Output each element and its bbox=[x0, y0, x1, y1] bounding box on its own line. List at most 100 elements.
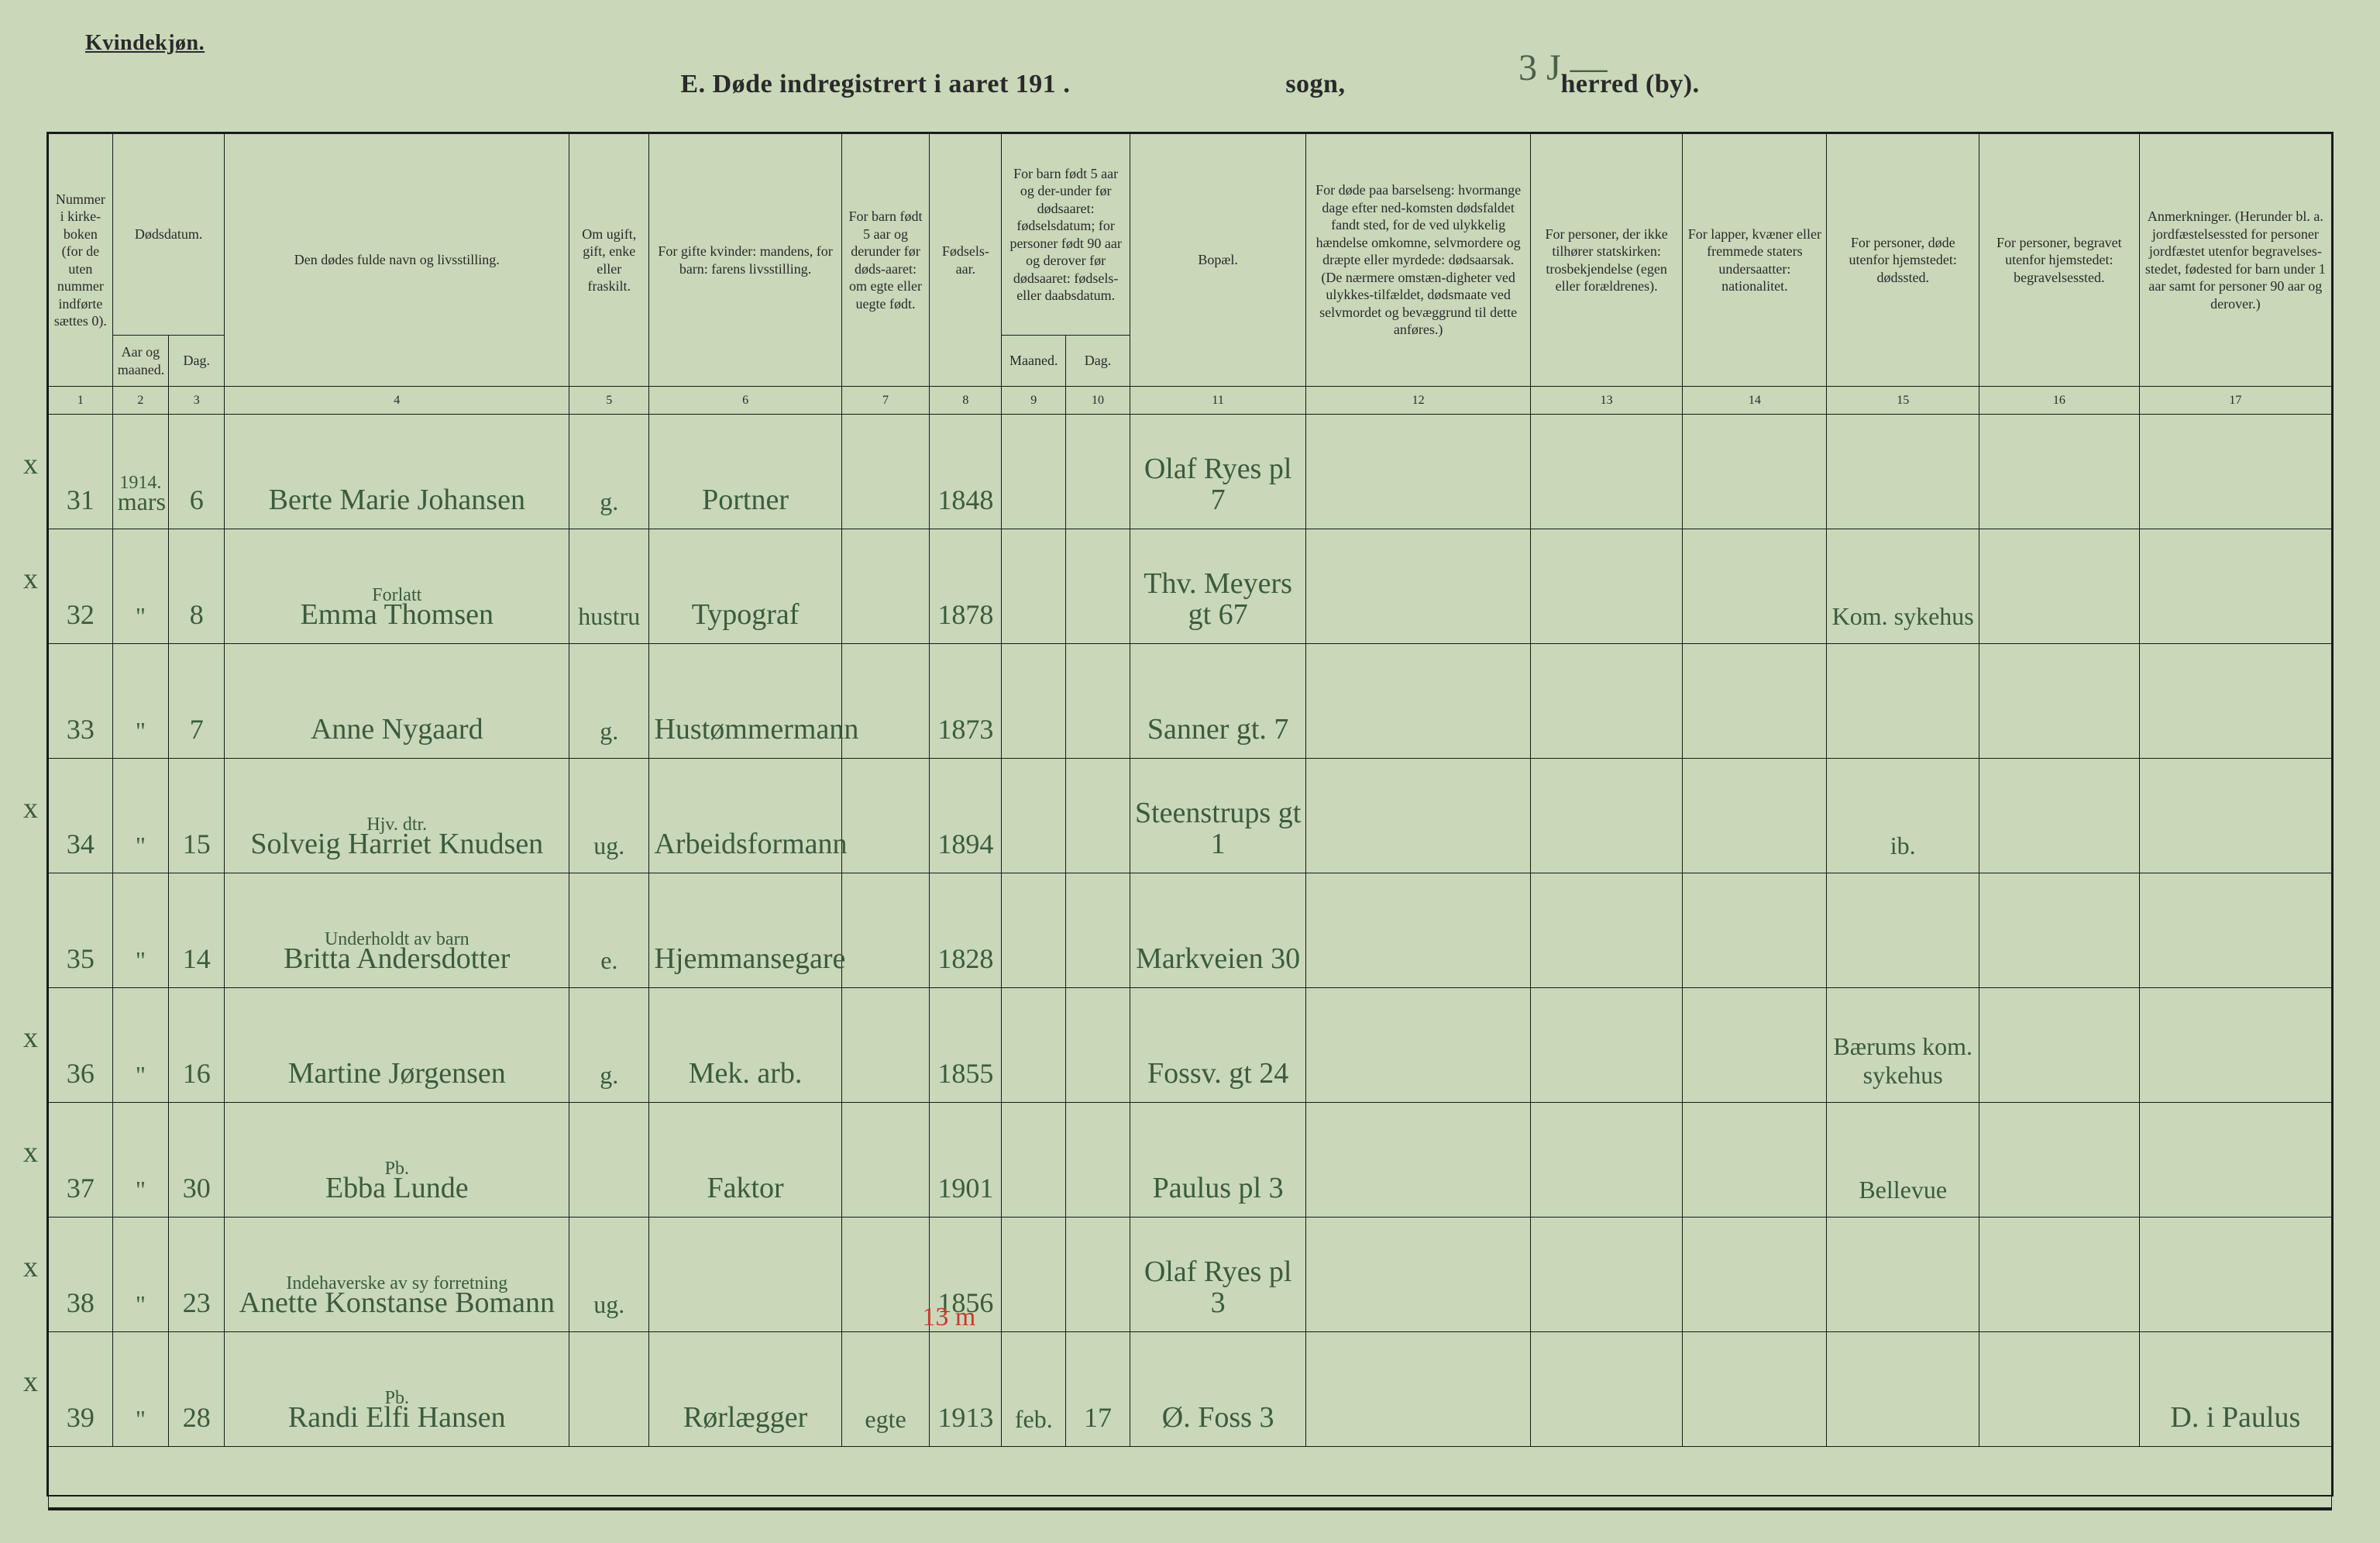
birth-year: 1913 bbox=[930, 1332, 1002, 1447]
table-row: 311914.mars6Berte Marie Johanseng.Portne… bbox=[49, 415, 2332, 529]
nationality-cell bbox=[1683, 873, 1827, 988]
birth-year: 1855 bbox=[930, 988, 1002, 1103]
faith-cell bbox=[1530, 529, 1682, 644]
nationality-cell bbox=[1683, 529, 1827, 644]
deceased-name: Britta Andersdotter bbox=[284, 942, 510, 975]
civil-status: g. bbox=[569, 644, 649, 759]
col-1-header: Nummer i kirke-boken (for de uten nummer… bbox=[49, 134, 113, 387]
burial-place-cell bbox=[1979, 1332, 2139, 1447]
spouse-occupation: Hjemmansegare bbox=[649, 873, 841, 988]
col-14-header: For lapper, kvæner eller fremmede stater… bbox=[1683, 134, 1827, 387]
faith-cell bbox=[1530, 415, 1682, 529]
birth-month bbox=[1002, 415, 1066, 529]
death-month: 1914.mars bbox=[112, 415, 168, 529]
margin-x-mark: x bbox=[23, 562, 38, 596]
burial-place-cell bbox=[1979, 873, 2139, 988]
deceased-name: Ebba Lunde bbox=[325, 1172, 469, 1204]
col-5-header: Om ugift, gift, enke eller fraskilt. bbox=[569, 134, 649, 387]
cause-cell bbox=[1306, 1332, 1531, 1447]
birth-day bbox=[1066, 644, 1130, 759]
cause-cell bbox=[1306, 873, 1531, 988]
col-17-header: Anmerkninger. (Herunder bl. a. jordfæste… bbox=[2139, 134, 2331, 387]
death-month: " bbox=[112, 644, 168, 759]
residence: Paulus pl 3 bbox=[1130, 1103, 1305, 1218]
nationality-cell bbox=[1683, 759, 1827, 873]
birth-year: 1894 bbox=[930, 759, 1002, 873]
remarks-cell bbox=[2139, 873, 2331, 988]
deceased-name: Anne Nygaard bbox=[311, 713, 483, 746]
birth-month bbox=[1002, 873, 1066, 988]
nationality-cell bbox=[1683, 1332, 1827, 1447]
birth-day bbox=[1066, 759, 1130, 873]
name-cell: Berte Marie Johansen bbox=[225, 415, 569, 529]
margin-x-mark: x bbox=[23, 1250, 38, 1284]
death-place-cell bbox=[1827, 873, 1979, 988]
row-number: 35 bbox=[49, 873, 113, 988]
birth-month bbox=[1002, 1103, 1066, 1218]
death-month: " bbox=[112, 873, 168, 988]
death-day: 8 bbox=[169, 529, 225, 644]
colnum: 12 bbox=[1306, 387, 1531, 415]
column-number-row: 1 2 3 4 5 6 7 8 9 10 11 12 13 14 15 16 1 bbox=[49, 387, 2332, 415]
remarks-cell bbox=[2139, 415, 2331, 529]
remarks-cell bbox=[2139, 1103, 2331, 1218]
table-row: 32"8ForlattEmma ThomsenhustruTypograf187… bbox=[49, 529, 2332, 644]
colnum: 13 bbox=[1530, 387, 1682, 415]
colnum: 16 bbox=[1979, 387, 2139, 415]
spouse-occupation: Portner bbox=[649, 415, 841, 529]
nationality-cell bbox=[1683, 1218, 1827, 1332]
remarks-cell bbox=[2139, 988, 2331, 1103]
civil-status: g. bbox=[569, 415, 649, 529]
name-cell: Hjv. dtr.Solveig Harriet Knudsen bbox=[225, 759, 569, 873]
birth-day: 17 bbox=[1066, 1332, 1130, 1447]
birth-year: 1873 bbox=[930, 644, 1002, 759]
death-month: " bbox=[112, 1218, 168, 1332]
birth-day bbox=[1066, 988, 1130, 1103]
colnum: 7 bbox=[841, 387, 930, 415]
birth-year: 1901 bbox=[930, 1103, 1002, 1218]
death-register-table: Nummer i kirke-boken (for de uten nummer… bbox=[48, 133, 2332, 1510]
colnum: 9 bbox=[1002, 387, 1066, 415]
birth-month: feb. bbox=[1002, 1332, 1066, 1447]
table-row: 35"14Underholdt av barnBritta Andersdott… bbox=[49, 873, 2332, 988]
margin-x-mark: x bbox=[23, 1135, 38, 1169]
row-number: 31 bbox=[49, 415, 113, 529]
legitimacy bbox=[841, 988, 930, 1103]
col-8-header: Fødsels-aar. bbox=[930, 134, 1002, 387]
row-number: 33 bbox=[49, 644, 113, 759]
row-number: 34 bbox=[49, 759, 113, 873]
cause-cell bbox=[1306, 759, 1531, 873]
margin-x-mark: x bbox=[23, 1365, 38, 1399]
spouse-occupation: Hustømmermann bbox=[649, 644, 841, 759]
death-day: 16 bbox=[169, 988, 225, 1103]
civil-status: e. bbox=[569, 873, 649, 988]
name-cell: ForlattEmma Thomsen bbox=[225, 529, 569, 644]
legitimacy bbox=[841, 1218, 930, 1332]
title-sogn: sogn, bbox=[1285, 70, 1345, 98]
birth-year: 1878 bbox=[930, 529, 1002, 644]
colnum: 4 bbox=[225, 387, 569, 415]
remarks-cell bbox=[2139, 759, 2331, 873]
handwritten-sogn: 3 J — bbox=[1518, 46, 1673, 89]
residence: Steenstrups gt 1 bbox=[1130, 759, 1305, 873]
civil-status: ug. bbox=[569, 759, 649, 873]
col-3-header: Dag. bbox=[169, 336, 225, 387]
death-month: " bbox=[112, 1332, 168, 1447]
legitimacy bbox=[841, 529, 930, 644]
col-4-header: Den dødes fulde navn og livsstilling. bbox=[225, 134, 569, 387]
colnum: 2 bbox=[112, 387, 168, 415]
spouse-occupation: Arbeidsformann bbox=[649, 759, 841, 873]
birth-month bbox=[1002, 759, 1066, 873]
cause-cell bbox=[1306, 988, 1531, 1103]
death-day: 14 bbox=[169, 873, 225, 988]
death-place-cell: Bærums kom. sykehus bbox=[1827, 988, 1979, 1103]
colnum: 17 bbox=[2139, 387, 2331, 415]
table-frame: Nummer i kirke-boken (for de uten nummer… bbox=[46, 132, 2334, 1497]
legitimacy bbox=[841, 644, 930, 759]
colnum: 14 bbox=[1683, 387, 1827, 415]
table-row: 39"28Pb.Randi Elfi HansenRørlæggeregte13… bbox=[49, 1332, 2332, 1447]
nationality-cell bbox=[1683, 988, 1827, 1103]
margin-x-mark: x bbox=[23, 1021, 38, 1055]
birth-day bbox=[1066, 415, 1130, 529]
death-day: 23 bbox=[169, 1218, 225, 1332]
